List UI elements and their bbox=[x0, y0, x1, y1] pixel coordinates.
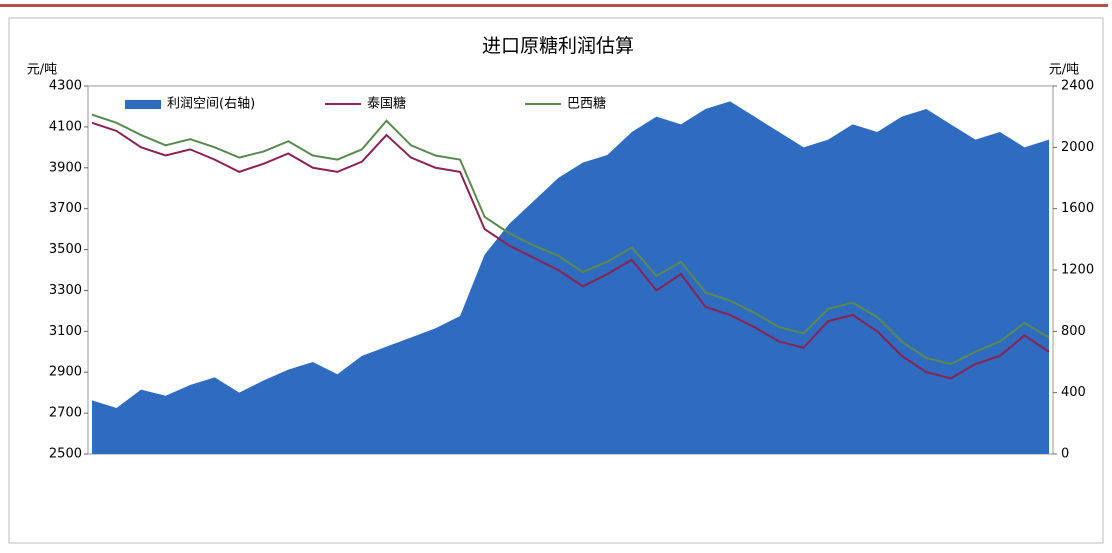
y-tick-label: 3300 bbox=[49, 283, 82, 298]
price-line bbox=[91, 121, 1050, 380]
y2-tick-label: 1200 bbox=[1061, 263, 1094, 278]
y-tick-label: 3500 bbox=[49, 242, 82, 257]
chart-border bbox=[8, 17, 1104, 544]
y2-tick-label: 800 bbox=[1061, 324, 1086, 339]
top-rule bbox=[0, 4, 1108, 7]
legend-label: 泰国糖 bbox=[367, 96, 406, 112]
legend-swatch bbox=[125, 100, 161, 109]
y-axis-unit: 元/吨 bbox=[27, 63, 57, 78]
y2-tick-label: 1600 bbox=[1061, 201, 1094, 216]
y2-axis-unit: 元/吨 bbox=[1049, 63, 1079, 78]
y2-tick-label: 2400 bbox=[1061, 79, 1094, 94]
y-tick-label: 3900 bbox=[49, 160, 82, 175]
y-tick-label: 2900 bbox=[49, 365, 82, 380]
y-tick-label: 2700 bbox=[49, 406, 82, 421]
y-tick-label: 4100 bbox=[49, 119, 82, 134]
y2-tick-label: 0 bbox=[1061, 447, 1069, 462]
y-tick-label: 4300 bbox=[49, 79, 82, 94]
y-tick-label: 2500 bbox=[49, 447, 82, 462]
legend-label: 利润空间(右轴) bbox=[167, 97, 255, 112]
chart-title: 进口原糖利润估算 bbox=[482, 35, 634, 57]
y-tick-label: 3100 bbox=[49, 324, 82, 339]
y-tick-label: 3700 bbox=[49, 201, 82, 216]
price-line bbox=[91, 113, 1050, 366]
y2-tick-label: 400 bbox=[1061, 385, 1086, 400]
legend-label: 巴西糖 bbox=[567, 96, 606, 112]
y2-tick-label: 2000 bbox=[1061, 140, 1094, 155]
